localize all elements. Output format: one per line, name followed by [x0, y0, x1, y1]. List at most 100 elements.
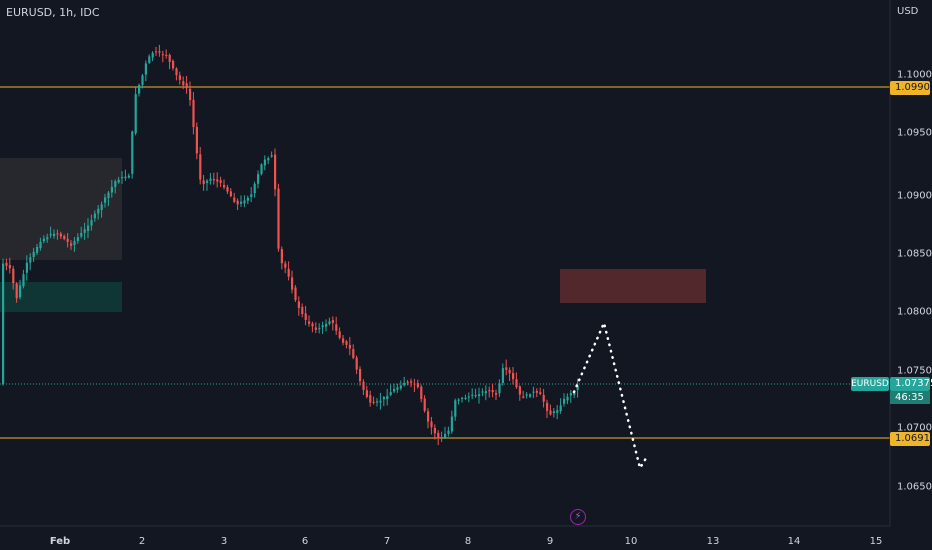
candle-body: [12, 268, 15, 284]
candle-body: [117, 179, 120, 183]
candle-body: [437, 432, 440, 439]
candle-body: [529, 394, 532, 397]
candle-body: [484, 391, 487, 394]
candle-body: [19, 285, 22, 298]
candle-body: [444, 433, 447, 438]
price-tick: 1.07000: [897, 422, 932, 434]
candle-body: [121, 177, 124, 179]
candle-body: [406, 381, 409, 383]
candle-body: [355, 357, 358, 370]
time-tick: 10: [624, 536, 638, 547]
currency-label[interactable]: USD: [897, 6, 919, 17]
candle-body: [49, 234, 52, 236]
time-tick: 15: [869, 536, 883, 547]
candle-body: [158, 51, 161, 53]
candle-body: [56, 233, 59, 235]
candle-body: [467, 396, 470, 398]
candle-body: [131, 131, 134, 174]
candle-body: [263, 159, 266, 166]
candles-group: [2, 44, 579, 446]
candle-body: [5, 262, 8, 266]
candle-body: [365, 390, 368, 397]
candle-body: [134, 94, 137, 134]
candle-body: [226, 186, 229, 192]
price-tick: 1.09000: [897, 190, 932, 202]
candle-body: [311, 323, 314, 327]
candle-body: [192, 99, 195, 128]
candle-body: [450, 416, 453, 432]
candle-body: [25, 262, 28, 273]
candle-body: [257, 174, 260, 184]
candle-body: [165, 54, 168, 56]
candle-body: [304, 313, 307, 320]
time-tick: 3: [220, 536, 228, 547]
candle-body: [216, 179, 219, 182]
candle-body: [569, 393, 572, 396]
time-tick: 6: [301, 536, 309, 547]
candle-body: [430, 421, 433, 428]
candle-body: [294, 287, 297, 301]
candle-body: [280, 249, 283, 264]
candle-body: [202, 180, 205, 185]
candle-body: [515, 379, 518, 388]
candle-body: [182, 81, 185, 86]
symbol-title[interactable]: EURUSD, 1h, IDC: [6, 6, 100, 19]
supply-zone: [560, 269, 706, 303]
candle-body: [539, 392, 542, 394]
candle-body: [372, 401, 375, 403]
candle-body: [260, 164, 263, 175]
candle-body: [59, 233, 62, 237]
price-tick: 1.06500: [897, 481, 932, 493]
candle-body: [461, 397, 464, 399]
candle-body: [481, 391, 484, 393]
candle-body: [393, 388, 396, 392]
candle-body: [83, 229, 86, 233]
candle-body: [563, 398, 566, 404]
candle-body: [546, 402, 549, 411]
candle-body: [168, 54, 171, 62]
range-box: [0, 158, 122, 260]
candle-body: [53, 233, 56, 237]
projection-path[interactable]: [572, 319, 650, 472]
candle-body: [369, 395, 372, 403]
candle-body: [104, 197, 107, 203]
candle-body: [495, 393, 498, 395]
candle-body: [195, 126, 198, 154]
candle-body: [97, 208, 100, 214]
candle-body: [321, 325, 324, 328]
candle-body: [253, 183, 256, 194]
candle-body: [331, 320, 334, 323]
lightning-bolt-icon[interactable]: ⚡: [570, 509, 586, 525]
resistance-price-badge: 1.09900: [890, 81, 932, 95]
candle-body: [508, 370, 511, 374]
candle-body: [144, 63, 147, 75]
candle-body: [535, 391, 538, 393]
candle-body: [240, 201, 243, 204]
symbol-price-tag: EURUSD: [851, 377, 889, 391]
candle-body: [287, 268, 290, 277]
candle-body: [185, 83, 188, 89]
candle-body: [416, 383, 419, 388]
candle-body: [420, 386, 423, 400]
candle-body: [362, 381, 365, 390]
candle-body: [172, 60, 175, 69]
candle-body: [80, 232, 83, 237]
candle-body: [206, 180, 209, 184]
candle-body: [423, 398, 426, 411]
candle-body: [2, 263, 5, 384]
candle-body: [301, 306, 304, 314]
candle-body: [318, 328, 321, 330]
candle-body: [325, 324, 328, 327]
candle-body: [267, 158, 270, 161]
candle-body: [236, 200, 239, 205]
candle-body: [114, 181, 117, 187]
time-tick: 13: [706, 536, 720, 547]
candle-body: [277, 188, 280, 249]
candle-body: [359, 369, 362, 382]
candle-body: [161, 54, 164, 56]
candle-body: [389, 392, 392, 396]
candle-body: [229, 191, 232, 197]
candle-body: [342, 338, 345, 343]
time-tick: 9: [546, 536, 554, 547]
